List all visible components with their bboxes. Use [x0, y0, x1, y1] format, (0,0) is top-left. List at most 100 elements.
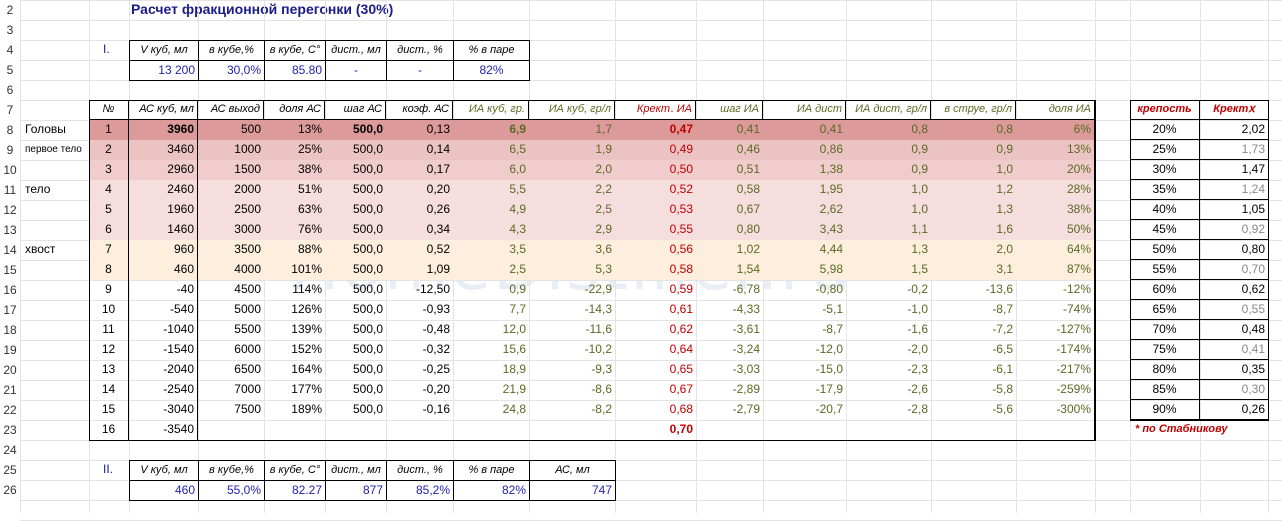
- table-cell[interactable]: 0,50: [669, 162, 693, 176]
- table-cell[interactable]: -15,0: [815, 362, 843, 376]
- table-cell[interactable]: 0,64: [669, 342, 693, 356]
- table-cell[interactable]: 24,8: [502, 402, 526, 416]
- table-cell[interactable]: 38%: [1016, 200, 1095, 220]
- table-cell[interactable]: -174%: [1016, 340, 1095, 360]
- table-cell[interactable]: 5000: [234, 302, 261, 316]
- table-cell[interactable]: 6,0: [509, 162, 526, 176]
- table-cell[interactable]: -2,6: [907, 382, 928, 396]
- table-cell[interactable]: 87%: [1016, 260, 1095, 280]
- table-cell[interactable]: 500,0: [352, 382, 383, 396]
- table-cell[interactable]: -12%: [1016, 280, 1095, 300]
- table-cell[interactable]: -3540: [129, 420, 198, 440]
- side-table-cell[interactable]: 60%: [1130, 280, 1200, 300]
- table-cell[interactable]: 500,0: [352, 362, 383, 376]
- row-number[interactable]: 18: [0, 320, 20, 340]
- side-table-cell[interactable]: 0,35: [1200, 360, 1268, 380]
- table-cell[interactable]: 51%: [297, 182, 322, 196]
- side-table-cell[interactable]: 0,48: [1200, 320, 1268, 340]
- table-cell[interactable]: [453, 420, 529, 440]
- table-cell[interactable]: 3460: [129, 140, 198, 160]
- table-cell[interactable]: -2,8: [907, 402, 928, 416]
- table-cell[interactable]: 21,9: [502, 382, 526, 396]
- table-cell[interactable]: [325, 420, 386, 440]
- table-cell[interactable]: -9,3: [591, 362, 612, 376]
- table-cell[interactable]: 12: [89, 340, 129, 360]
- table-cell[interactable]: 2460: [129, 180, 198, 200]
- side-table-cell[interactable]: 75%: [1130, 340, 1200, 360]
- table-cell[interactable]: 1960: [129, 200, 198, 220]
- side-table-cell[interactable]: 65%: [1130, 300, 1200, 320]
- table-cell[interactable]: -4,33: [732, 302, 760, 316]
- table-cell[interactable]: -2,79: [732, 402, 760, 416]
- table-cell[interactable]: 13: [89, 360, 129, 380]
- table-cell[interactable]: 500,0: [352, 222, 383, 236]
- table-cell[interactable]: 0,65: [669, 362, 693, 376]
- table-cell[interactable]: -8,7: [822, 322, 843, 336]
- table-cell[interactable]: 0,51: [736, 162, 760, 176]
- table-cell[interactable]: -13,6: [985, 282, 1013, 296]
- table-cell[interactable]: 114%: [292, 282, 322, 296]
- table-cell[interactable]: 500,0: [352, 142, 383, 156]
- table-cell[interactable]: 0,47: [669, 122, 693, 136]
- table-cell[interactable]: 0,14: [426, 142, 450, 156]
- table-cell[interactable]: 960: [129, 240, 198, 260]
- side-table-cell[interactable]: 0,80: [1200, 240, 1268, 260]
- table-cell[interactable]: 1000: [234, 142, 261, 156]
- table-cell[interactable]: 18,9: [502, 362, 526, 376]
- table-cell[interactable]: 28%: [1016, 180, 1095, 200]
- side-table-cell[interactable]: 1,47: [1200, 160, 1268, 180]
- side-table-cell[interactable]: 85%: [1130, 380, 1200, 400]
- table-cell[interactable]: -3,03: [732, 362, 760, 376]
- table-cell[interactable]: -3040: [129, 400, 198, 420]
- table-cell[interactable]: 1,7: [595, 122, 612, 136]
- table-cell[interactable]: 2,5: [595, 202, 612, 216]
- table-cell[interactable]: 0,34: [426, 222, 450, 236]
- table-cell[interactable]: 152%: [291, 342, 322, 356]
- table-cell[interactable]: 8: [89, 260, 129, 280]
- table-cell[interactable]: 1,1: [911, 222, 928, 236]
- section2-value[interactable]: 82%: [453, 480, 530, 501]
- side-table-cell[interactable]: 0,70: [1200, 260, 1268, 280]
- row-number[interactable]: 10: [0, 160, 20, 180]
- table-cell[interactable]: 0,9: [911, 142, 928, 156]
- table-cell[interactable]: 0,80: [736, 222, 760, 236]
- table-cell[interactable]: 0,52: [426, 242, 450, 256]
- table-cell[interactable]: -0,93: [422, 302, 450, 316]
- side-table-cell[interactable]: 1,05: [1200, 200, 1268, 220]
- table-cell[interactable]: -0,25: [422, 362, 450, 376]
- table-cell[interactable]: -0,16: [422, 402, 450, 416]
- table-cell[interactable]: 5: [89, 200, 129, 220]
- side-table-cell[interactable]: 90%: [1130, 400, 1200, 420]
- table-cell[interactable]: 1,09: [426, 262, 450, 276]
- table-cell[interactable]: 6%: [1016, 120, 1095, 140]
- table-cell[interactable]: 500,0: [352, 182, 383, 196]
- table-cell[interactable]: -8,6: [591, 382, 612, 396]
- table-cell[interactable]: -6,5: [992, 342, 1013, 356]
- table-cell[interactable]: 2500: [234, 202, 261, 216]
- section1-value[interactable]: -: [386, 60, 454, 81]
- table-cell[interactable]: 7000: [234, 382, 261, 396]
- table-cell[interactable]: -74%: [1016, 300, 1095, 320]
- side-table-cell[interactable]: 30%: [1130, 160, 1200, 180]
- table-cell[interactable]: -20,7: [815, 402, 843, 416]
- table-cell[interactable]: 5,5: [509, 182, 526, 196]
- table-cell[interactable]: 50%: [1016, 220, 1095, 240]
- section1-value[interactable]: 30,0%: [198, 60, 265, 81]
- table-cell[interactable]: -6,1: [992, 362, 1013, 376]
- table-cell[interactable]: 38%: [297, 162, 322, 176]
- table-cell[interactable]: 5,98: [819, 262, 843, 276]
- table-cell[interactable]: 3: [89, 160, 129, 180]
- table-cell[interactable]: 3960: [129, 120, 198, 140]
- table-cell[interactable]: 11: [89, 320, 129, 340]
- table-cell[interactable]: 0,56: [669, 242, 693, 256]
- table-cell[interactable]: -40: [129, 280, 198, 300]
- table-cell[interactable]: 1460: [129, 220, 198, 240]
- table-cell[interactable]: 500,0: [352, 162, 383, 176]
- table-cell[interactable]: 4000: [234, 262, 261, 276]
- table-cell[interactable]: 6,9: [509, 122, 526, 136]
- table-cell[interactable]: 6: [89, 220, 129, 240]
- table-cell[interactable]: -5,6: [992, 402, 1013, 416]
- table-cell[interactable]: 0,13: [426, 122, 450, 136]
- row-number[interactable]: 23: [0, 420, 20, 440]
- table-cell[interactable]: -10,2: [584, 342, 612, 356]
